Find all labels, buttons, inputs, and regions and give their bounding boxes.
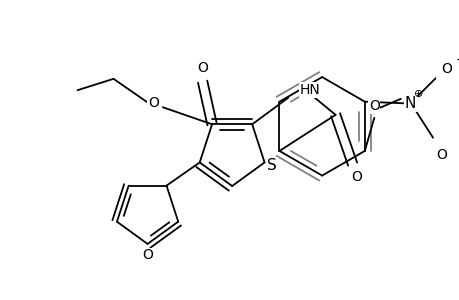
Text: O: O [197,61,207,75]
Text: O: O [350,170,361,184]
Text: O: O [368,99,379,113]
Text: S: S [267,158,276,173]
Text: O: O [148,95,158,110]
Text: O: O [142,248,153,262]
Text: −: − [454,53,459,67]
Text: O: O [440,62,451,76]
Text: ⊕: ⊕ [413,89,423,99]
Text: HN: HN [299,83,319,97]
Text: O: O [435,148,446,162]
Text: N: N [404,96,415,111]
